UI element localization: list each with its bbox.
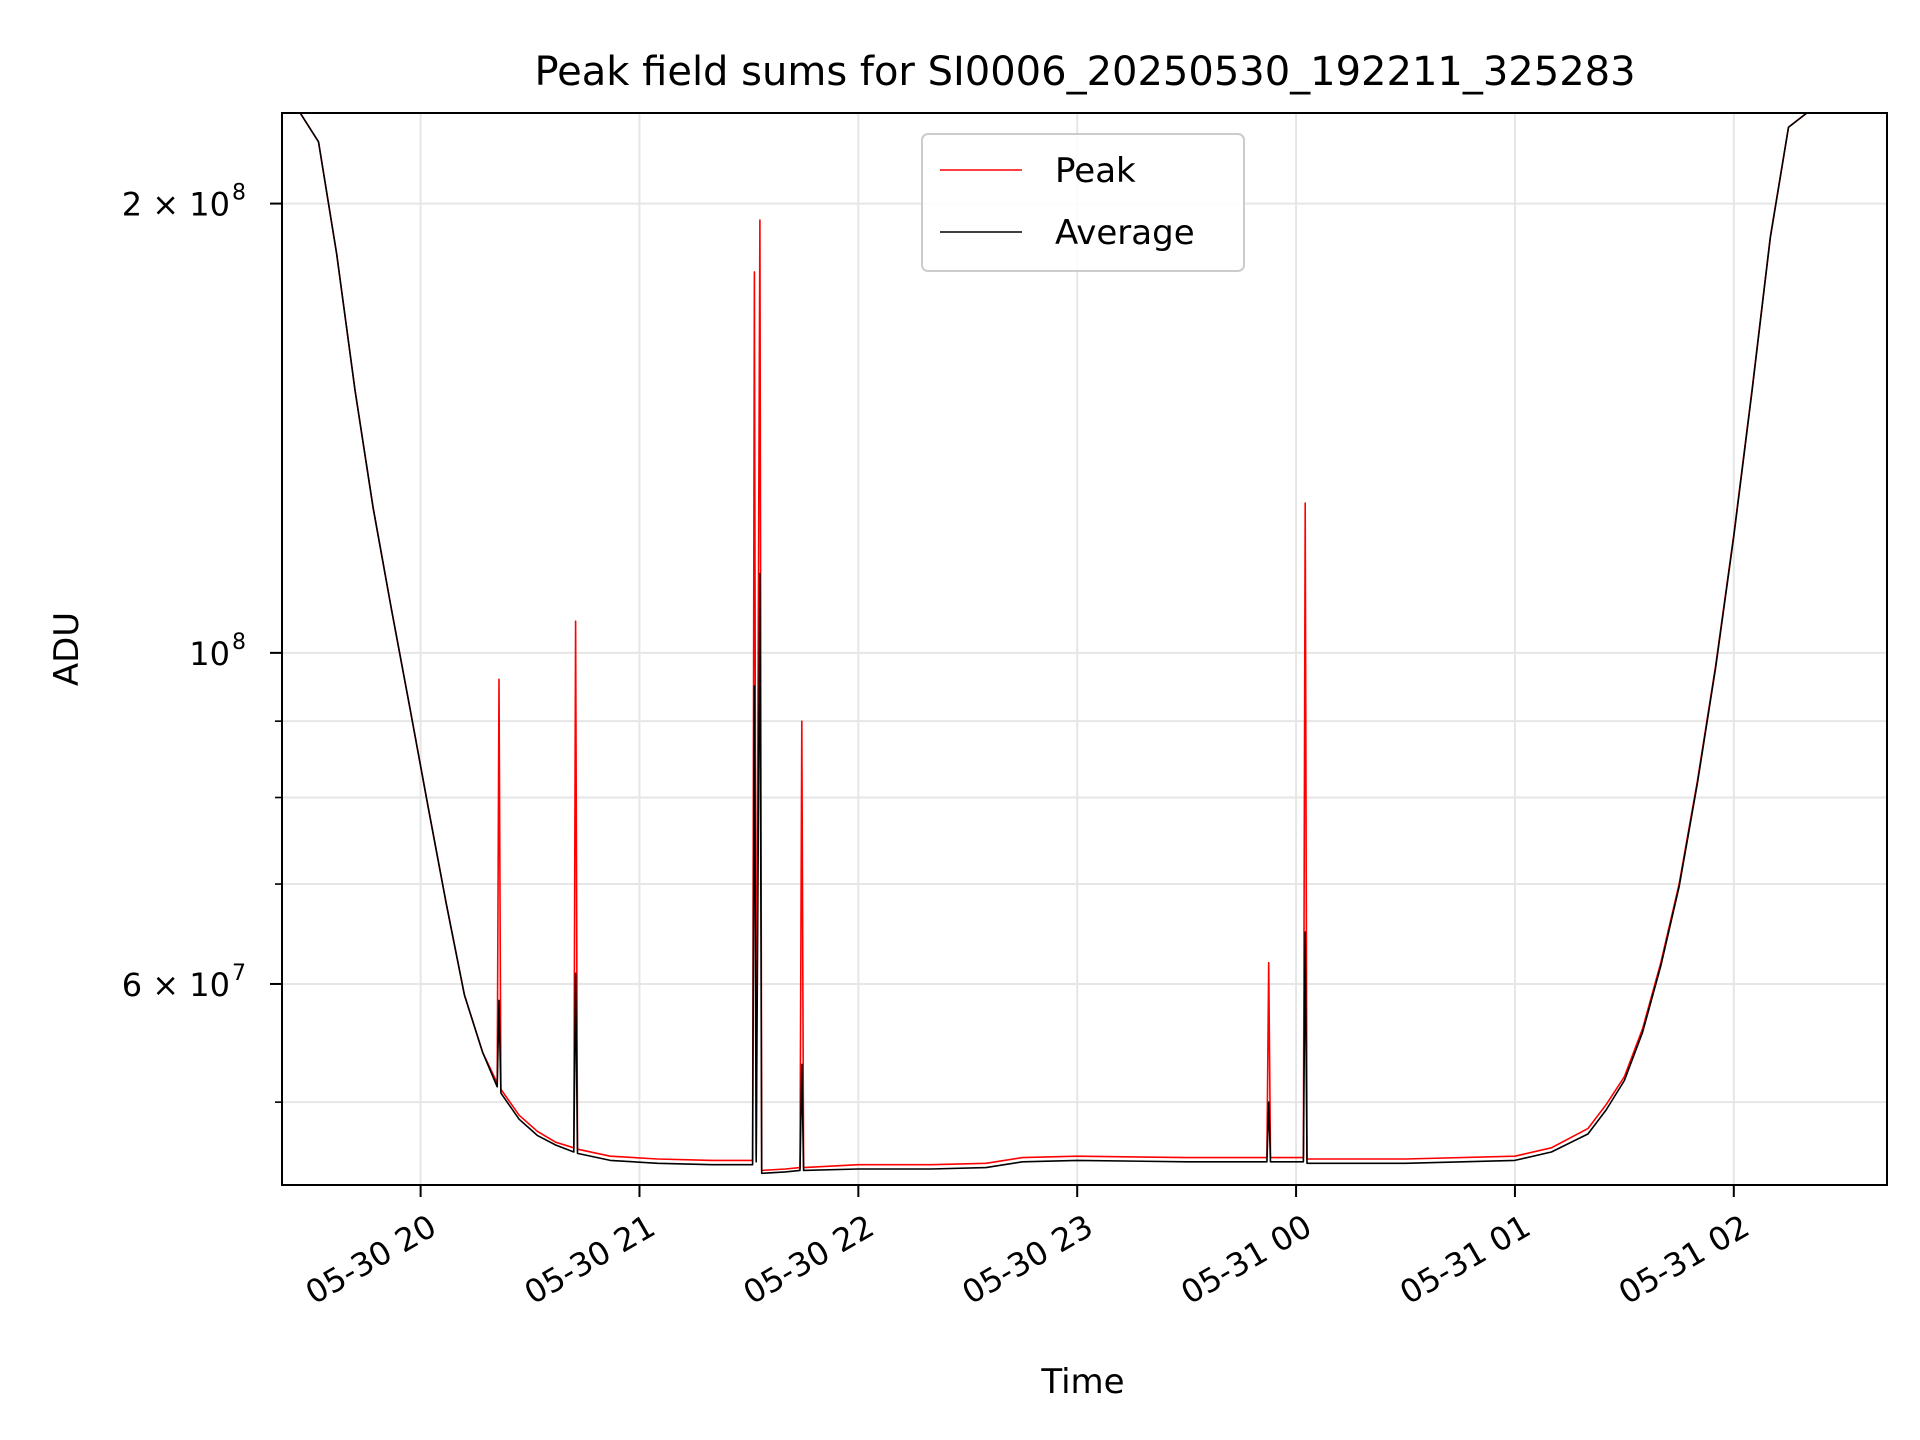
- series-layer: [282, 113, 1887, 1175]
- y-tick-label-exponent: 8: [232, 181, 246, 206]
- y-tick-label: 2 × 10 8: [122, 181, 246, 224]
- y-tick-label-exponent: 8: [232, 630, 246, 655]
- legend-label-peak: Peak: [1055, 151, 1136, 191]
- y-tick-label-exponent: 7: [232, 961, 246, 986]
- y-tick-label-base: 2 × 10: [122, 186, 230, 224]
- y-tick-label: 6 × 10 7: [122, 961, 246, 1004]
- y-axis-label: ADU: [47, 612, 87, 686]
- chart-title: Peak field sums for SI0006_20250530_1922…: [534, 49, 1635, 95]
- plot-frame: [281, 112, 1888, 1186]
- legend-label-average: Average: [1055, 213, 1195, 253]
- legend: Peak Average: [921, 133, 1245, 272]
- y-tick-label-base: 10: [189, 635, 230, 673]
- y-tick-label: 10 8: [189, 630, 246, 673]
- x-axis-label: Time: [1040, 1362, 1124, 1402]
- y-tick-label-base: 6 × 10: [122, 966, 230, 1004]
- legend-box: [921, 133, 1245, 272]
- y-axis: 6 × 10 710 82 × 10 8: [122, 181, 282, 1103]
- series-line-average: [282, 113, 1887, 1175]
